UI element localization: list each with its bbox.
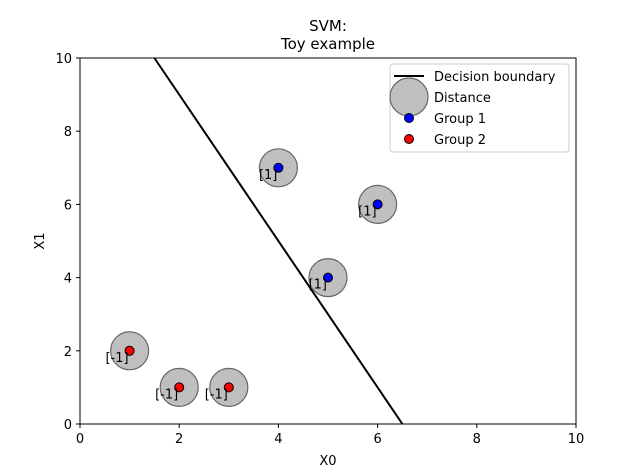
chart-title-line-2: Toy example — [280, 35, 375, 53]
y-tick-label: 10 — [55, 52, 72, 67]
legend-label: Decision boundary — [434, 70, 556, 85]
legend-circle-icon — [389, 77, 429, 117]
point-label: [-1] — [105, 351, 128, 366]
point-label: [1] — [358, 204, 376, 219]
point-label: [-1] — [155, 387, 178, 402]
x-tick-label: 10 — [568, 432, 585, 447]
y-tick-label: 8 — [64, 125, 72, 140]
data-point — [124, 345, 135, 356]
point-label: [-1] — [205, 387, 228, 402]
legend-box — [389, 63, 570, 153]
data-point — [372, 199, 383, 210]
y-tick-label: 0 — [64, 418, 72, 433]
data-point — [223, 382, 234, 393]
legend-point-icon — [404, 113, 414, 123]
x-tick-label: 8 — [473, 432, 481, 447]
point-label: [1] — [309, 278, 327, 293]
data-point — [174, 382, 185, 393]
data-point — [273, 162, 284, 173]
legend-label: Group 2 — [434, 133, 486, 148]
legend-point-icon — [404, 134, 414, 144]
legend-label: Group 1 — [434, 112, 486, 127]
y-tick-label: 6 — [64, 198, 72, 213]
x-axis-label: X0 — [319, 454, 336, 469]
x-tick-label: 4 — [274, 432, 282, 447]
x-tick-label: 0 — [76, 432, 84, 447]
decision-boundary-line — [153, 57, 404, 425]
data-point — [323, 272, 333, 283]
y-tick-label: 2 — [64, 345, 72, 360]
x-tick-label: 6 — [373, 432, 381, 447]
y-axis-label: X1 — [33, 232, 48, 249]
plot-area: 0 2 4 6 8 10 0 2 4 6 8 10 [1] [1] [1] [-1] [-1] [-1] — [55, 52, 584, 447]
point-label: [1] — [259, 168, 277, 183]
legend-label: Distance — [434, 91, 491, 106]
y-tick-label: 4 — [64, 272, 72, 287]
x-tick-label: 2 — [175, 432, 183, 447]
axes-frame — [79, 57, 577, 425]
chart-title: SVM: Toy example — [280, 17, 375, 53]
chart-title-line-1: SVM: — [309, 17, 347, 35]
legend: Decision boundary Distance Group 1 Group 2 — [389, 63, 570, 153]
